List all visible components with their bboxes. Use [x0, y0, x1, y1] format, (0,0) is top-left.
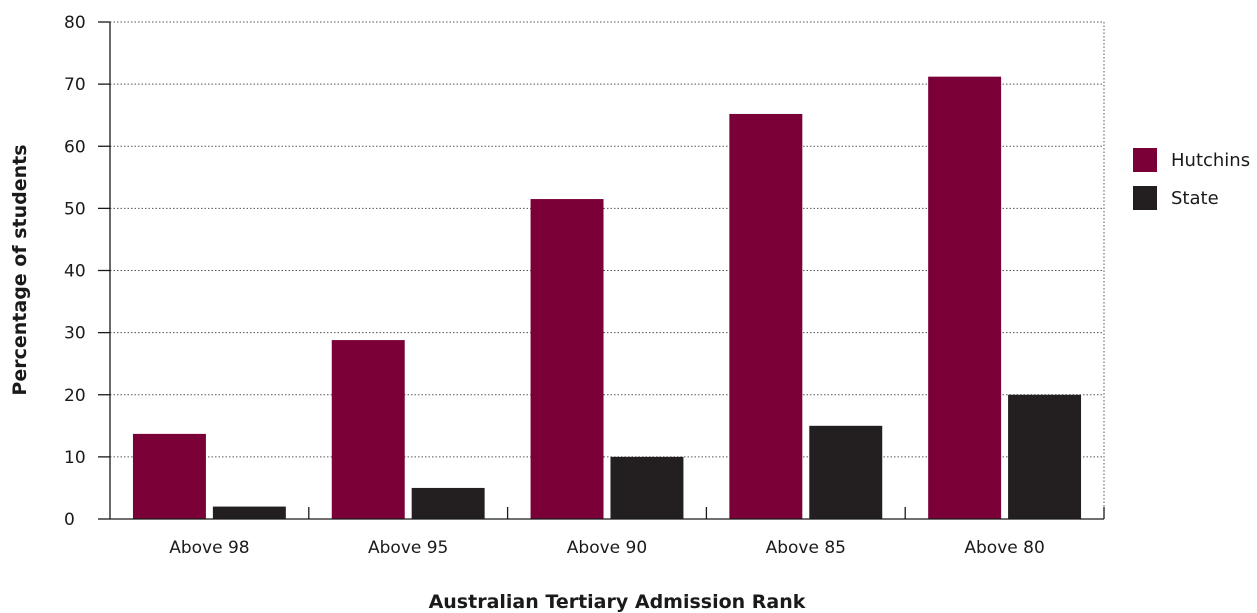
bar-hutchins	[729, 113, 803, 519]
bar-state	[411, 487, 485, 519]
x-ticks: Above 98 Above 95 Above 90 Above 85 Above 80	[169, 507, 1105, 558]
bar-hutchins	[331, 340, 405, 519]
y-tick-label: 50	[64, 199, 86, 219]
x-tick-label: Above 95	[368, 538, 448, 558]
legend-label-state: State	[1171, 188, 1219, 209]
x-tick-label: Above 98	[169, 538, 249, 558]
y-tick-label: 20	[64, 386, 86, 406]
bar-hutchins	[928, 76, 1002, 520]
bar-state	[809, 425, 883, 519]
x-tick-label: Above 85	[766, 538, 846, 558]
bar-state	[610, 456, 684, 519]
y-tick-label: 80	[64, 13, 86, 33]
y-tick-label: 40	[64, 262, 86, 282]
gridlines	[110, 21, 1105, 519]
bar-state	[1008, 394, 1082, 519]
y-ticks: 0 10 20 30 40 50 60 70 80	[64, 13, 110, 530]
bar-state	[212, 506, 286, 519]
legend-label-hutchins: Hutchins	[1171, 150, 1250, 171]
bar-hutchins	[530, 199, 604, 519]
y-tick-label: 30	[64, 324, 86, 344]
y-tick-label: 10	[64, 448, 86, 468]
x-axis-title: Australian Tertiary Admission Rank	[429, 591, 806, 613]
legend-swatch-hutchins	[1133, 148, 1157, 172]
bars	[132, 76, 1082, 520]
y-tick-label: 0	[64, 510, 75, 530]
y-tick-label: 70	[64, 75, 86, 95]
legend-swatch-state	[1133, 186, 1157, 210]
y-tick-label: 60	[64, 137, 86, 157]
x-tick-label: Above 90	[567, 538, 647, 558]
bar-hutchins	[132, 433, 206, 519]
x-tick-label: Above 80	[964, 538, 1044, 558]
legend: Hutchins State	[1133, 148, 1250, 210]
y-axis-title: Percentage of students	[9, 144, 31, 395]
